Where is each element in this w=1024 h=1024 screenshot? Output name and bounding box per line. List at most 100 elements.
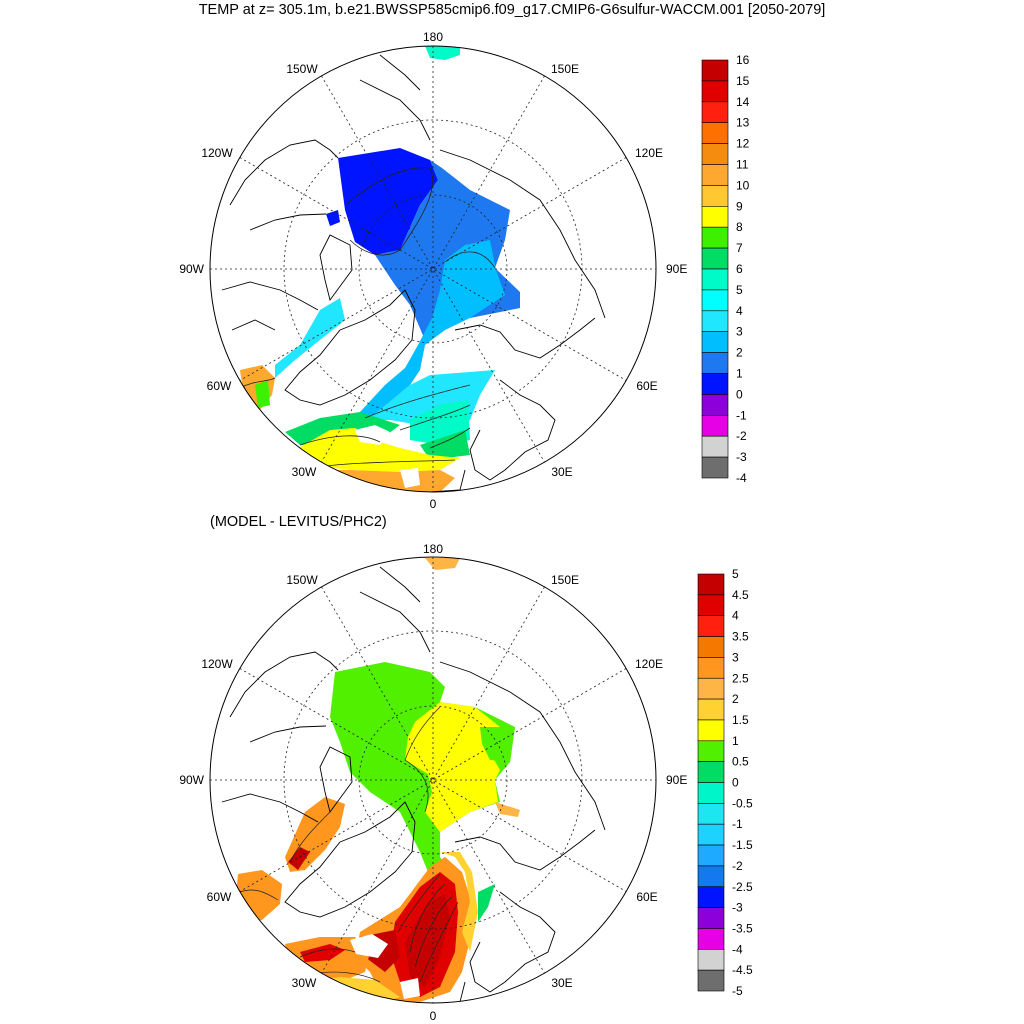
colorbar-tick-label: -4 (736, 471, 747, 485)
colorbar-tick-label: 5 (732, 567, 739, 581)
colorbar-swatch (697, 782, 725, 804)
colorbar-tick-label: -2 (736, 429, 747, 443)
colorbar-swatch (697, 657, 725, 679)
colorbar-tick-label: -3 (736, 450, 747, 464)
colorbar-swatch (701, 310, 729, 332)
colorbar-swatch (701, 164, 729, 186)
land-island (400, 978, 420, 999)
colorbar-tick-label: -4.5 (732, 963, 753, 977)
lon-label-60e: 60E (636, 890, 657, 904)
colorbar-swatch (701, 268, 729, 291)
lon-label-120w: 120W (201, 146, 233, 160)
colorbar-tick-label: 1 (736, 367, 743, 381)
lon-label-90w: 90W (179, 773, 204, 787)
colorbar-tick-label: 4 (736, 304, 743, 318)
land-iceland (355, 425, 390, 445)
colorbar-swatch (697, 698, 725, 721)
colorbar-tick-label: 12 (736, 137, 750, 151)
field-region-5to6 (425, 46, 460, 60)
colorbar-tick-label: -2 (732, 859, 743, 873)
colorbar-tick-label: 1.5 (732, 713, 749, 727)
lon-label-90e: 90E (666, 262, 687, 276)
colorbar-tick-label: 16 (736, 53, 750, 67)
lon-label-60e: 60E (636, 379, 657, 393)
colorbar-tick-label: 0 (736, 387, 743, 401)
field-region-1to1.5 (405, 702, 500, 832)
colorbar-swatch (701, 435, 729, 458)
colorbar-swatch (697, 677, 725, 700)
colorbar-tick-label: 3 (732, 650, 739, 664)
colorbar-swatch (697, 969, 725, 992)
colorbar-swatch (697, 907, 725, 929)
colorbar-swatch (697, 886, 725, 908)
colorbar-swatch (701, 352, 729, 374)
field-region-7to8 (255, 380, 270, 408)
lon-label-180: 180 (423, 542, 443, 556)
lon-label-180: 180 (423, 30, 443, 44)
colorbar-swatch (697, 594, 725, 616)
lon-label-0: 0 (430, 497, 437, 511)
colorbar-swatch (701, 80, 729, 103)
colorbar-swatch (697, 719, 725, 742)
colorbar-tick-label: -4 (732, 942, 743, 956)
field-region-2.5to3 (425, 558, 460, 570)
colorbar-swatch (701, 247, 729, 270)
colorbar-tick-label: 9 (736, 199, 743, 213)
colorbar-tick-label: 2.5 (732, 671, 749, 685)
temperature-map-panel: 180 0 90W 90E 150W 120W 150E 120E 60W 30… (179, 30, 750, 511)
land-iceland (350, 934, 388, 958)
colorbar-tick-label: -3 (732, 901, 743, 915)
colorbar-swatch (701, 456, 729, 479)
colorbar-tick-label: -5 (732, 984, 743, 998)
colorbar-swatch (697, 844, 725, 867)
colorbar-swatch (701, 185, 729, 207)
lon-label-90e: 90E (666, 773, 687, 787)
colorbar-tick-label: 10 (736, 178, 750, 192)
colorbar-tick-label: -1 (736, 408, 747, 422)
colorbar-swatch (701, 373, 729, 395)
colorbar-tick-label: -3.5 (732, 921, 753, 935)
colorbar-swatch (697, 573, 725, 596)
colorbar-swatch (697, 636, 725, 658)
colorbar-tick-label: 6 (736, 262, 743, 276)
lon-label-120e: 120E (635, 146, 663, 160)
colorbar-swatch (697, 948, 725, 971)
colorbar-tick-label: 2 (732, 692, 739, 706)
colorbar-swatch (697, 803, 725, 825)
colorbar-tick-label: 1 (732, 734, 739, 748)
colorbar-swatch (701, 289, 729, 312)
colorbar-swatch (701, 143, 729, 165)
map-border (209, 556, 657, 1004)
colorbar-swatch (701, 122, 729, 144)
difference-map-panel: 180 0 90W 90E 150W 120W 150E 120E 60W 30… (179, 542, 753, 1023)
colorbar-tick-label: 13 (736, 116, 750, 130)
colorbar-tick-label: 3.5 (732, 630, 749, 644)
colorbar-tick-label: 0 (732, 776, 739, 790)
panel-subtitle: (MODEL - LEVITUS/PHC2) (210, 514, 387, 530)
field-region-2.5to3 (495, 802, 520, 817)
lon-label-150e: 150E (551, 62, 579, 76)
field-region-3to4 (275, 298, 345, 378)
lon-label-150w: 150W (286, 573, 318, 587)
colorbar-tick-label: 3 (736, 325, 743, 339)
field-region-2to3 (360, 240, 505, 420)
difference-field (210, 557, 656, 1003)
lon-label-0: 0 (430, 1009, 437, 1023)
field-region-11to12 (300, 470, 455, 492)
colorbar-tick-label: 2 (736, 346, 743, 360)
temperature-field (210, 46, 656, 492)
lon-label-120e: 120E (635, 657, 663, 671)
colorbar-tick-label: -2.5 (732, 880, 753, 894)
lon-label-150e: 150E (551, 573, 579, 587)
field-region-4to4.5 (300, 944, 345, 962)
figure-title: TEMP at z= 305.1m, b.e21.BWSSP585cmip6.f… (198, 2, 826, 18)
field-region-0to1 (326, 210, 340, 226)
lon-label-30e: 30E (551, 976, 572, 990)
lon-label-30w: 30W (292, 976, 317, 990)
colorbar-swatch (701, 206, 729, 228)
field-region-0to0.5 (478, 884, 495, 922)
colorbar-tick-label: 11 (736, 158, 749, 172)
colorbar-tick-label: -0.5 (732, 796, 753, 810)
colorbar-tick-label: 7 (736, 241, 743, 255)
